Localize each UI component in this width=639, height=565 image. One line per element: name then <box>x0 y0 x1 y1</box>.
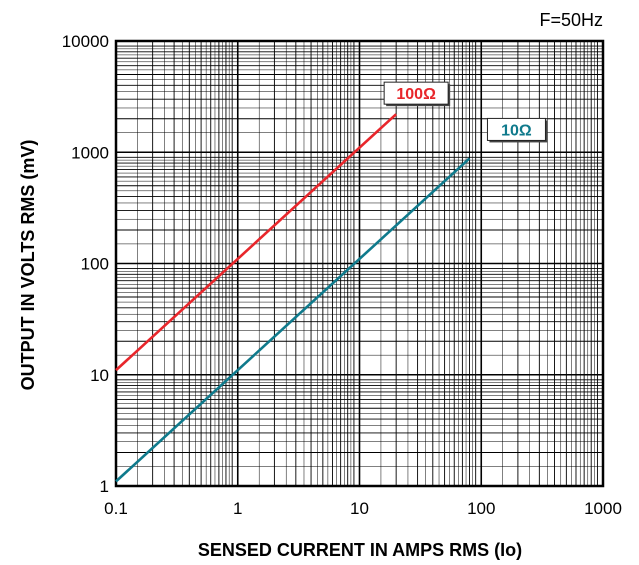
series-label: 100Ω <box>383 81 451 107</box>
series-label-text: 10Ω <box>501 122 532 139</box>
y-tick-labels: 1 10 100 1000 10000 <box>62 32 109 496</box>
y-tick-label: 100 <box>81 255 109 274</box>
x-tick-label: 100 <box>467 499 495 518</box>
series-line <box>115 113 398 372</box>
plot-frame <box>114 39 605 488</box>
series-label-box <box>486 117 546 141</box>
x-tick-label: 0.1 <box>104 499 128 518</box>
y-tick-label: 1000 <box>71 143 109 162</box>
frequency-annotation: F=50Hz <box>539 10 603 30</box>
x-tick-label: 1 <box>233 499 242 518</box>
x-tick-label: 10 <box>350 499 369 518</box>
series-label-text: 100Ω <box>396 86 436 103</box>
x-tick-label: 1000 <box>584 499 622 518</box>
grid-major <box>116 41 603 486</box>
y-tick-label: 1 <box>100 477 109 496</box>
x-axis-title: SENSED CURRENT IN AMPS RMS (Io) <box>198 540 522 560</box>
y-tick-label: 10 <box>90 366 109 385</box>
series-label-box <box>383 81 449 105</box>
y-axis-title: OUTPUT IN VOLTS RMS (mV) <box>18 140 38 391</box>
series-label: 10Ω <box>486 117 548 143</box>
series-line <box>115 157 471 483</box>
x-tick-labels: 0.1 1 10 100 1000 <box>104 499 622 518</box>
series-labels: 100Ω 10Ω <box>383 81 548 143</box>
series-layer <box>115 113 471 483</box>
y-tick-label: 10000 <box>62 32 109 51</box>
